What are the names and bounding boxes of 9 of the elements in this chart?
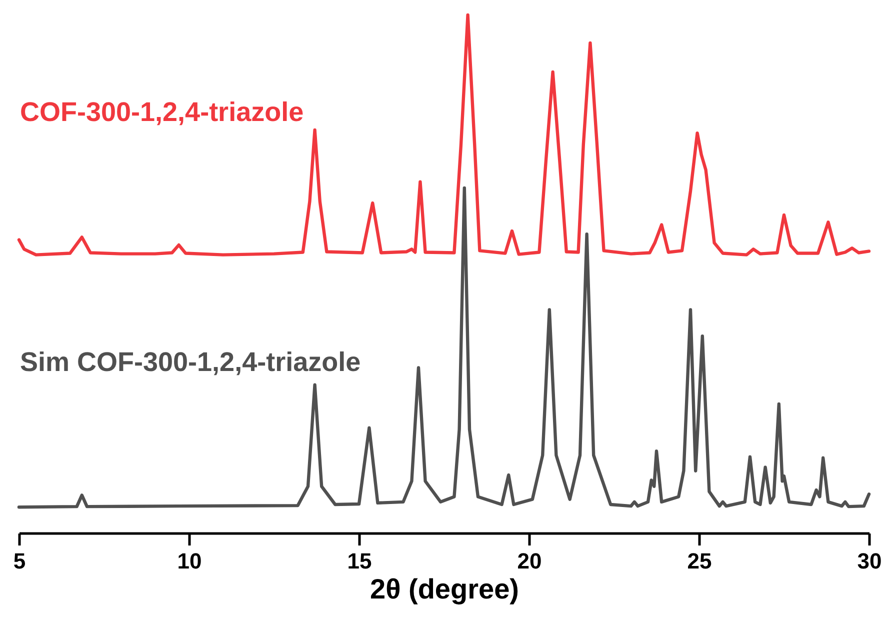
x-tick-label: 25 — [687, 548, 712, 574]
x-tick-label: 5 — [13, 548, 26, 574]
x-tick-label: 10 — [177, 548, 202, 574]
x-axis-title: 2θ (degree) — [370, 574, 519, 604]
x-tick-label: 30 — [857, 548, 882, 574]
series-label: Sim COF-300-1,2,4-triazole — [20, 347, 361, 377]
series-label: COF-300-1,2,4-triazole — [20, 97, 304, 127]
x-tick-label: 20 — [517, 548, 542, 574]
x-tick-label: 15 — [347, 548, 372, 574]
